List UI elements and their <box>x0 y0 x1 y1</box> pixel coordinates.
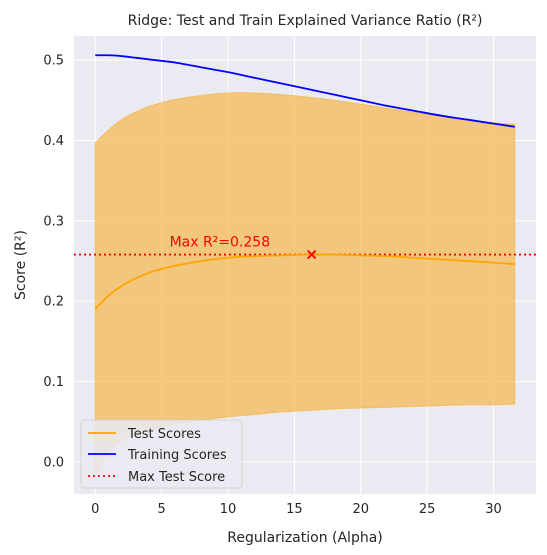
legend: Test Scores Training Scores Max Test Sco… <box>80 419 243 489</box>
y-tick-label: 0.3 <box>43 214 64 229</box>
y-tick-label: 0.0 <box>43 455 64 470</box>
x-tick-label: 30 <box>485 502 502 517</box>
y-tick-label: 0.1 <box>43 375 64 390</box>
x-tick-label: 0 <box>91 502 99 517</box>
max-annotation: Max R²=0.258 <box>170 235 271 251</box>
x-tick-label: 25 <box>419 502 436 517</box>
legend-box <box>80 419 243 489</box>
max-marker-stroke <box>307 249 317 260</box>
x-tick-label: 15 <box>286 502 303 517</box>
legend-max-label: Max Test Score <box>128 470 225 485</box>
y-tick-label: 0.5 <box>43 54 64 69</box>
x-tick-label: 20 <box>352 502 369 517</box>
x-axis-label: Regularization (Alpha) <box>227 530 383 546</box>
chart-title: Ridge: Test and Train Explained Variance… <box>128 13 483 29</box>
max-point-marker <box>307 249 317 260</box>
legend-test-label: Test Scores <box>127 427 201 442</box>
x-tick-label: 10 <box>220 502 237 517</box>
x-tick-labels: 0 5 10 15 20 25 30 <box>91 502 502 517</box>
legend-train-label: Training Scores <box>127 448 227 463</box>
y-tick-label: 0.2 <box>43 295 64 310</box>
x-tick-label: 5 <box>157 502 165 517</box>
test-scores-line <box>94 253 515 310</box>
y-tick-labels: 0.0 0.1 0.2 0.3 0.4 0.5 <box>43 54 64 471</box>
training-scores-line <box>95 54 515 128</box>
y-tick-label: 0.4 <box>43 134 64 149</box>
y-axis-label: Score (R²) <box>13 230 29 300</box>
